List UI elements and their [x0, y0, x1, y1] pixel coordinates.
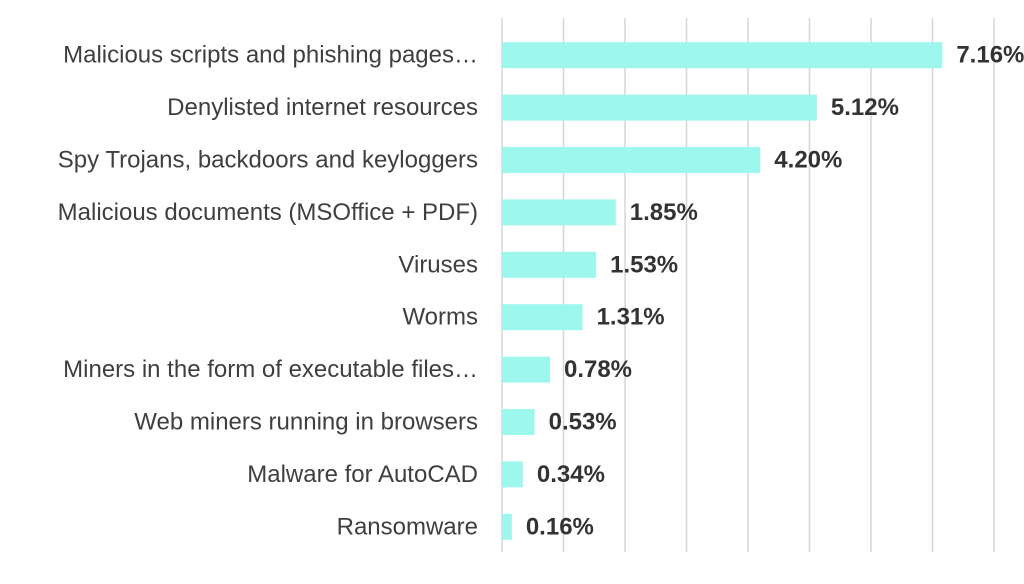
- bar-2: [502, 147, 761, 173]
- value-label-4: 1.53%: [610, 251, 678, 278]
- bar-3: [502, 199, 616, 226]
- bar-9: [502, 513, 512, 540]
- value-label-2: 4.20%: [774, 147, 842, 174]
- value-labels: 7.16% 5.12% 4.20% 1.85% 1.53% 1.31% 0.78% 0.53%…: [526, 42, 1024, 541]
- category-label-2: Spy Trojans, backdoors and keyloggers: [58, 147, 478, 174]
- category-label-5: Worms: [402, 304, 478, 331]
- value-label-5: 1.31%: [597, 304, 665, 331]
- category-label-1: Denylisted internet resources: [167, 94, 478, 121]
- bar-6: [502, 356, 550, 383]
- value-label-8: 0.34%: [537, 461, 605, 488]
- value-label-6: 0.78%: [564, 356, 632, 383]
- category-label-4: Viruses: [398, 251, 478, 278]
- bar-0: [502, 42, 943, 69]
- category-label-3: Malicious documents (MSOffice + PDF): [58, 199, 478, 226]
- value-label-1: 5.12%: [831, 94, 899, 121]
- bar-7: [502, 409, 535, 435]
- category-label-0: Malicious scripts and phishing pages…: [63, 42, 478, 69]
- value-label-0: 7.16%: [956, 42, 1024, 69]
- value-label-9: 0.16%: [526, 513, 594, 540]
- category-label-8: Malware for AutoCAD: [247, 461, 478, 488]
- value-label-7: 0.53%: [549, 409, 617, 436]
- bar-4: [502, 251, 597, 278]
- bar-8: [502, 461, 523, 488]
- bar-1: [502, 94, 817, 121]
- category-label-6: Miners in the form of executable files…: [63, 356, 478, 383]
- bars: [502, 42, 943, 540]
- category-label-9: Ransomware: [337, 513, 478, 540]
- category-label-7: Web miners running in browsers: [134, 409, 478, 436]
- bar-5: [502, 304, 583, 331]
- value-label-3: 1.85%: [630, 199, 698, 226]
- category-labels: Malicious scripts and phishing pages… Den…: [58, 42, 478, 541]
